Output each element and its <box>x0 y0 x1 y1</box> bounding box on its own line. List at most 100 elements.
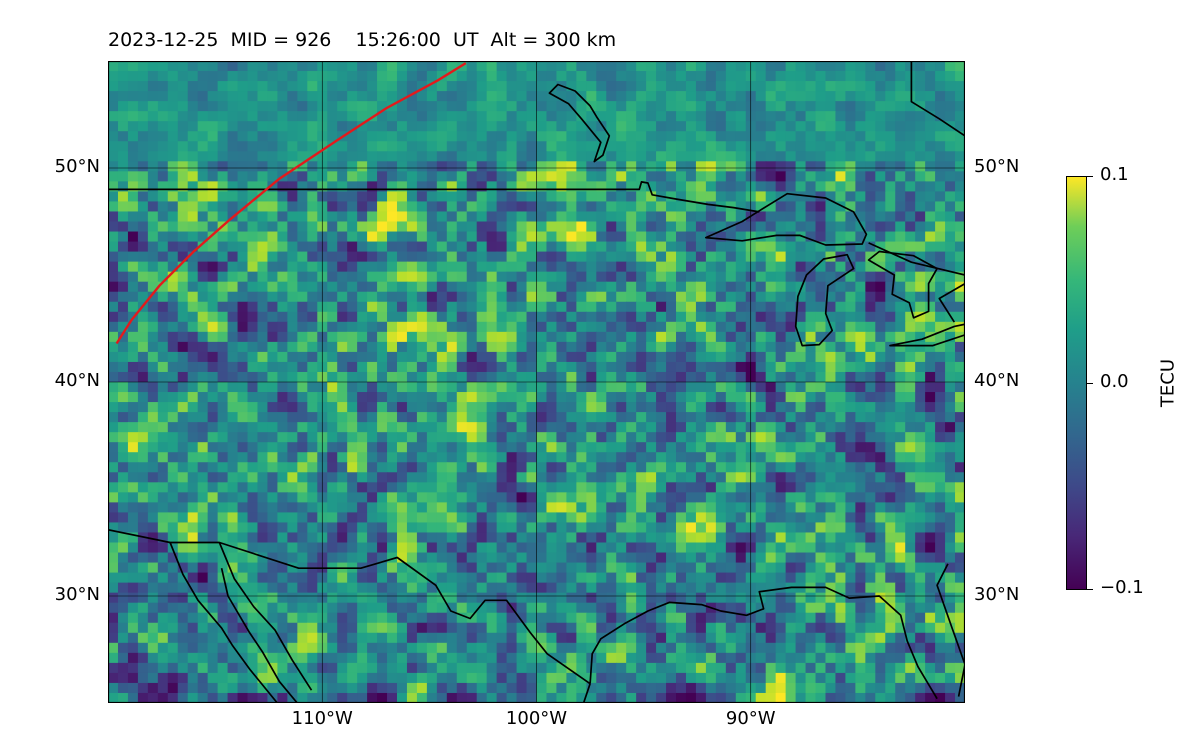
tec-pixel <box>685 131 697 142</box>
tec-pixel <box>167 91 179 102</box>
tec-pixel <box>267 301 279 313</box>
tec-pixel <box>775 281 787 293</box>
tec-pixel <box>127 241 139 253</box>
tec-pixel <box>835 221 847 233</box>
tec-pixel <box>775 81 787 92</box>
tec-pixel <box>476 151 488 162</box>
tec-pixel <box>815 532 827 544</box>
tec-pixel <box>486 632 498 644</box>
tec-pixel <box>945 61 956 72</box>
tec-pixel <box>367 351 378 363</box>
tec-pixel <box>257 111 269 122</box>
tec-pixel <box>327 91 338 102</box>
tec-pixel <box>676 191 687 203</box>
tec-pixel <box>865 482 876 493</box>
tec-pixel <box>426 341 438 353</box>
tec-pixel <box>426 211 438 223</box>
tec-pixel <box>885 231 896 243</box>
tec-pixel <box>656 371 667 383</box>
tec-pixel <box>108 522 119 534</box>
tec-pixel <box>167 351 179 363</box>
tec-pixel <box>237 502 249 514</box>
tec-pixel <box>247 211 259 223</box>
tec-pixel <box>476 261 488 273</box>
tec-pixel <box>905 221 916 233</box>
tec-pixel <box>247 532 259 544</box>
tec-pixel <box>416 351 428 363</box>
tec-pixel <box>287 502 298 514</box>
tec-pixel <box>705 422 717 433</box>
tec-pixel <box>277 71 288 82</box>
tec-pixel <box>147 161 159 172</box>
tec-pixel <box>117 612 129 624</box>
tec-pixel <box>387 261 398 273</box>
tec-pixel <box>167 191 179 203</box>
tec-pixel <box>556 301 567 313</box>
tec-pixel <box>526 181 538 193</box>
tec-pixel <box>636 221 647 233</box>
tec-pixel <box>317 422 328 433</box>
tec-pixel <box>237 181 249 193</box>
tec-pixel <box>387 291 398 303</box>
tec-pixel <box>496 472 508 483</box>
tec-pixel <box>616 432 627 443</box>
tec-pixel <box>147 211 159 223</box>
tec-pixel <box>147 201 159 213</box>
tec-pixel <box>596 161 607 172</box>
tec-pixel <box>905 241 916 253</box>
tec-pixel <box>955 392 965 403</box>
tec-pixel <box>646 542 657 554</box>
tec-pixel <box>656 81 667 92</box>
tec-pixel <box>137 562 149 574</box>
tec-pixel <box>387 171 398 182</box>
tec-pixel <box>636 582 647 594</box>
tec-pixel <box>715 111 727 122</box>
tec-pixel <box>815 81 827 92</box>
tec-pixel <box>646 412 657 423</box>
tec-pixel <box>117 361 129 373</box>
tec-pixel <box>267 412 279 423</box>
tec-pixel <box>446 371 458 383</box>
tec-pixel <box>167 572 179 584</box>
tec-pixel <box>885 592 896 604</box>
tec-pixel <box>476 452 488 463</box>
tec-pixel <box>845 341 856 353</box>
tec-pixel <box>805 412 817 423</box>
tec-pixel <box>137 121 149 132</box>
tec-pixel <box>217 161 229 172</box>
tec-pixel <box>865 201 876 213</box>
tec-pixel <box>207 201 219 213</box>
tec-pixel <box>885 382 896 393</box>
tec-pixel <box>935 512 946 524</box>
tec-pixel <box>327 422 338 433</box>
tec-pixel <box>137 231 149 243</box>
tec-pixel <box>237 301 249 313</box>
tec-pixel <box>626 91 637 102</box>
tec-pixel <box>506 311 518 323</box>
tec-pixel <box>247 261 259 273</box>
tec-pixel <box>247 191 259 203</box>
tec-pixel <box>187 281 199 293</box>
tec-pixel <box>486 442 498 453</box>
tec-pixel <box>227 452 239 463</box>
tec-pixel <box>855 141 866 152</box>
tec-pixel <box>695 141 707 152</box>
tec-pixel <box>137 131 149 142</box>
tec-pixel <box>406 492 418 503</box>
tec-pixel <box>765 432 777 443</box>
tec-pixel <box>476 361 488 373</box>
tec-pixel <box>357 71 368 82</box>
tec-pixel <box>875 532 886 544</box>
tec-pixel <box>765 562 777 574</box>
tec-pixel <box>167 331 179 343</box>
tec-pixel <box>815 201 827 213</box>
tec-pixel <box>925 111 936 122</box>
tec-pixel <box>187 542 199 554</box>
tec-pixel <box>436 592 448 604</box>
tec-pixel <box>127 472 139 483</box>
tec-pixel <box>187 171 199 182</box>
tec-pixel <box>895 572 906 584</box>
tec-pixel <box>516 181 528 193</box>
tec-pixel <box>207 101 219 112</box>
tec-pixel <box>267 101 279 112</box>
